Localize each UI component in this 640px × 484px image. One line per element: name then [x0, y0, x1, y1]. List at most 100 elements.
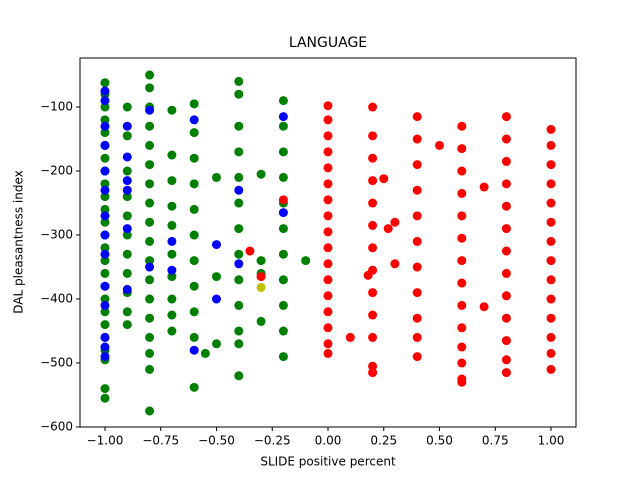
- point: [501, 179, 511, 189]
- point: [200, 348, 210, 358]
- point: [245, 246, 255, 256]
- point: [100, 281, 110, 291]
- y-axis-label: DAL pleasantness index: [12, 170, 26, 313]
- point: [546, 313, 556, 323]
- point: [323, 259, 333, 269]
- point: [167, 249, 177, 259]
- point: [379, 174, 389, 184]
- point: [501, 246, 511, 256]
- point: [145, 364, 155, 374]
- point: [256, 316, 266, 326]
- point: [278, 147, 288, 157]
- point: [501, 156, 511, 166]
- point: [501, 224, 511, 234]
- point: [278, 121, 288, 131]
- point: [145, 262, 155, 272]
- point: [546, 179, 556, 189]
- point: [278, 195, 288, 205]
- point: [278, 326, 288, 336]
- point: [100, 78, 110, 88]
- point: [323, 195, 333, 205]
- point: [145, 313, 155, 323]
- point: [234, 249, 244, 259]
- point: [122, 176, 132, 186]
- point: [234, 339, 244, 349]
- point: [167, 220, 177, 230]
- point: [546, 236, 556, 246]
- point: [211, 272, 221, 282]
- point: [211, 172, 221, 182]
- point: [546, 124, 556, 134]
- point: [412, 352, 422, 362]
- point: [501, 336, 511, 346]
- point: [546, 348, 556, 358]
- point: [457, 358, 467, 368]
- point: [100, 342, 110, 352]
- point: [390, 259, 400, 269]
- point: [457, 211, 467, 221]
- point: [145, 121, 155, 131]
- point: [100, 121, 110, 131]
- point: [234, 76, 244, 86]
- point: [256, 282, 266, 292]
- point: [501, 134, 511, 144]
- point: [100, 102, 110, 112]
- point: [278, 300, 288, 310]
- x-tick-label: 0.50: [426, 434, 453, 448]
- point: [145, 256, 155, 266]
- point: [234, 224, 244, 234]
- y-tick-label: −600: [40, 420, 73, 434]
- point: [501, 268, 511, 278]
- point: [368, 198, 378, 208]
- point: [256, 272, 266, 282]
- point: [100, 185, 110, 195]
- point: [278, 275, 288, 285]
- point: [323, 348, 333, 358]
- point: [546, 275, 556, 285]
- point: [100, 243, 110, 253]
- point: [122, 307, 132, 317]
- point: [323, 291, 333, 301]
- point: [189, 230, 199, 240]
- x-tick-label: 0.00: [315, 434, 342, 448]
- point: [412, 185, 422, 195]
- point: [323, 147, 333, 157]
- point: [189, 204, 199, 214]
- x-tick-label: 1.00: [538, 434, 565, 448]
- point: [100, 384, 110, 394]
- point: [189, 128, 199, 138]
- point: [234, 147, 244, 157]
- point: [100, 140, 110, 150]
- point: [145, 83, 155, 93]
- point: [189, 99, 199, 109]
- point: [368, 176, 378, 186]
- point: [122, 230, 132, 240]
- point: [368, 310, 378, 320]
- point: [501, 112, 511, 122]
- point: [412, 134, 422, 144]
- point: [100, 204, 110, 214]
- point: [546, 217, 556, 227]
- point: [345, 332, 355, 342]
- point: [122, 284, 132, 294]
- point: [278, 249, 288, 259]
- point: [323, 211, 333, 221]
- point: [100, 332, 110, 342]
- point: [234, 89, 244, 99]
- point: [457, 278, 467, 288]
- point: [368, 243, 378, 253]
- point: [278, 208, 288, 218]
- point: [457, 256, 467, 266]
- chart-title: LANGUAGE: [289, 35, 367, 51]
- point: [278, 224, 288, 234]
- point: [457, 323, 467, 333]
- point: [145, 406, 155, 416]
- x-tick-label: −0.75: [142, 434, 179, 448]
- point: [234, 198, 244, 208]
- point: [122, 224, 132, 234]
- point: [100, 217, 110, 227]
- x-tick-label: −1.00: [87, 434, 124, 448]
- x-tick-label: −0.25: [254, 434, 291, 448]
